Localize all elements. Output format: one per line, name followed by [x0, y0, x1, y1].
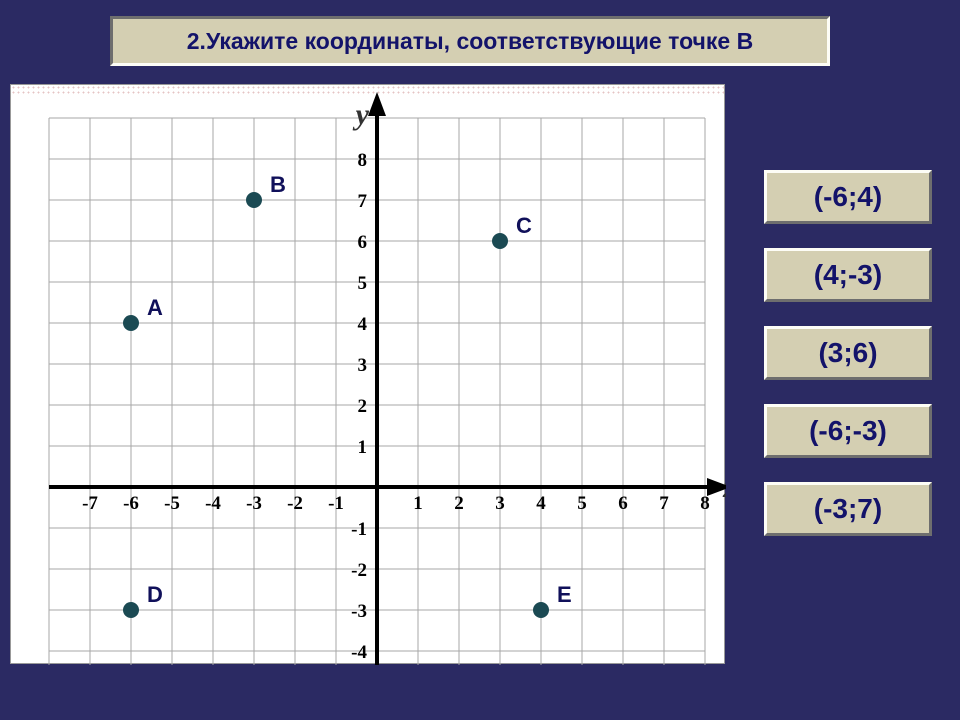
svg-text:4: 4	[358, 314, 368, 335]
answer-option-1[interactable]: (4;-3)	[764, 248, 932, 302]
svg-text:-5: -5	[164, 493, 180, 514]
coordinate-plane: -7-6-5-4-3-2-112345678-6-5-4-3-2-1123456…	[10, 84, 725, 664]
svg-text:E: E	[557, 582, 572, 607]
svg-text:B: B	[270, 172, 286, 197]
svg-text:-1: -1	[328, 493, 344, 514]
svg-text:6: 6	[618, 493, 628, 514]
svg-text:-7: -7	[82, 493, 98, 514]
answer-option-3[interactable]: (-6;-3)	[764, 404, 932, 458]
svg-text:1: 1	[413, 493, 423, 514]
svg-text:C: C	[516, 213, 532, 238]
svg-text:8: 8	[358, 150, 368, 171]
svg-text:-2: -2	[351, 560, 367, 581]
svg-text:-1: -1	[351, 519, 367, 540]
answer-label: (4;-3)	[814, 259, 882, 291]
answer-option-2[interactable]: (3;6)	[764, 326, 932, 380]
svg-text:D: D	[147, 582, 163, 607]
svg-text:1: 1	[358, 437, 368, 458]
question-title: 2.Укажите координаты, соответствующие то…	[110, 16, 830, 66]
svg-text:-3: -3	[351, 601, 367, 622]
svg-text:3: 3	[495, 493, 505, 514]
svg-text:-3: -3	[246, 493, 262, 514]
answer-label: (-6;-3)	[809, 415, 887, 447]
answer-label: (3;6)	[818, 337, 877, 369]
answer-label: (-6;4)	[814, 181, 882, 213]
svg-text:5: 5	[358, 273, 368, 294]
svg-text:7: 7	[659, 493, 669, 514]
question-text: 2.Укажите координаты, соответствующие то…	[187, 28, 753, 55]
svg-text:-4: -4	[351, 642, 367, 663]
answer-option-4[interactable]: (-3;7)	[764, 482, 932, 536]
svg-text:A: A	[147, 295, 163, 320]
svg-text:2: 2	[358, 396, 368, 417]
svg-text:8: 8	[700, 493, 710, 514]
svg-text:3: 3	[358, 355, 368, 376]
svg-text:-6: -6	[123, 493, 139, 514]
answer-list: (-6;4) (4;-3) (3;6) (-6;-3) (-3;7)	[764, 170, 932, 560]
answer-option-0[interactable]: (-6;4)	[764, 170, 932, 224]
svg-text:5: 5	[577, 493, 587, 514]
svg-text:-4: -4	[205, 493, 221, 514]
svg-text:6: 6	[358, 232, 368, 253]
answer-label: (-3;7)	[814, 493, 882, 525]
svg-text:-2: -2	[287, 493, 303, 514]
svg-text:4: 4	[536, 493, 546, 514]
svg-text:x: x	[722, 471, 726, 504]
svg-text:7: 7	[358, 191, 368, 212]
svg-text:y: y	[353, 98, 370, 131]
svg-text:2: 2	[454, 493, 464, 514]
coordinate-svg: -7-6-5-4-3-2-112345678-6-5-4-3-2-1123456…	[11, 85, 726, 665]
